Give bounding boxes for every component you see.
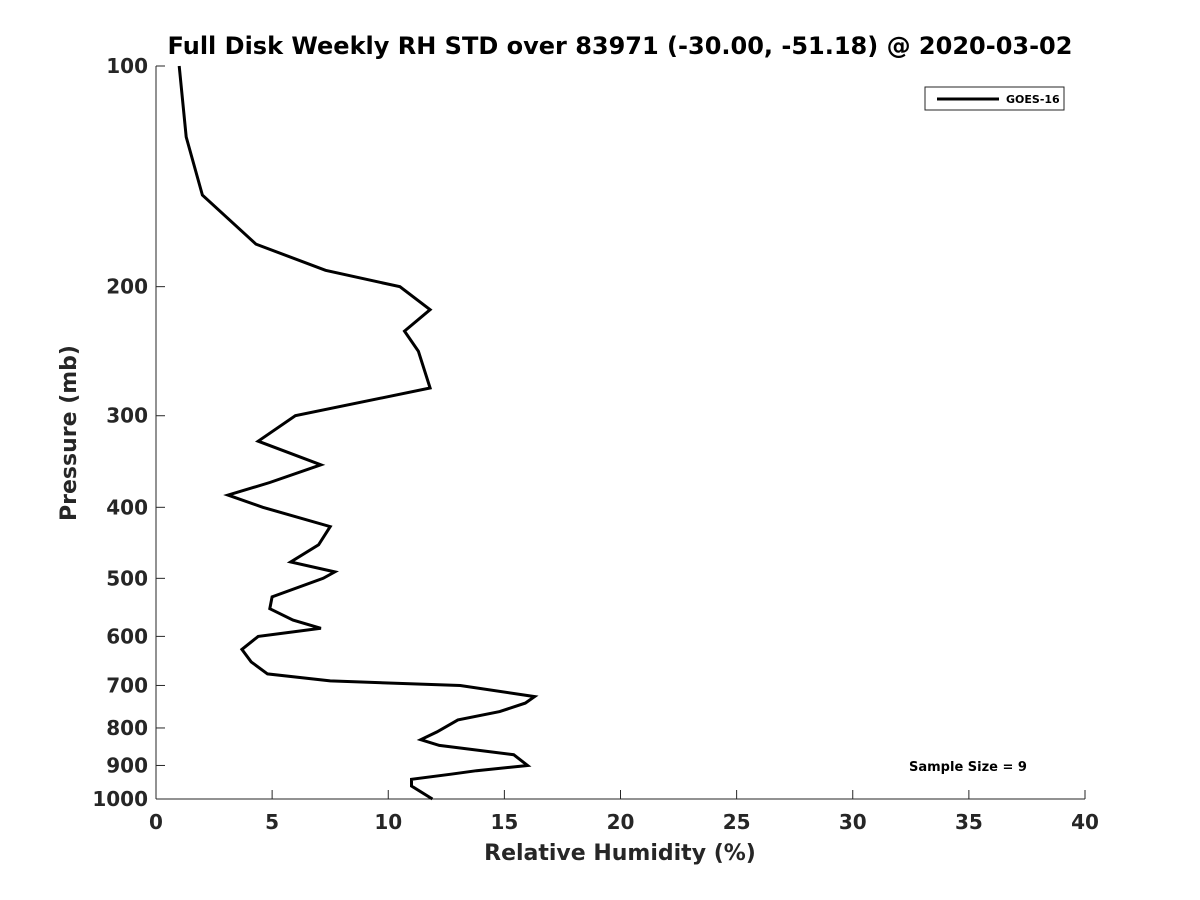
- x-tick-label: 0: [149, 810, 163, 834]
- series-layer: [177, 65, 539, 801]
- plot-axes: 0 5 10 15 20 25 30 35 40 100 200 300 400 500 600 700 80…: [92, 54, 1099, 834]
- y-axis-ticks: 100 200 300 400 500 600 700 800 900 1000: [92, 54, 165, 811]
- y-tick-label: 200: [106, 275, 148, 299]
- y-tick-label: 700: [106, 673, 148, 697]
- x-axis-label: Relative Humidity (%): [484, 841, 756, 866]
- y-tick-label: 1000: [92, 787, 148, 811]
- chart-title: Full Disk Weekly RH STD over 83971 (-30.…: [168, 32, 1073, 60]
- x-tick-label: 40: [1071, 810, 1099, 834]
- y-tick-label: 300: [106, 404, 148, 428]
- y-tick-label: 500: [106, 566, 148, 590]
- legend: GOES-16: [924, 86, 1065, 111]
- x-axis-ticks: 0 5 10 15 20 25 30 35 40: [149, 790, 1099, 834]
- series-line-goes-16: [177, 65, 539, 801]
- x-tick-label: 10: [374, 810, 402, 834]
- x-tick-label: 30: [839, 810, 867, 834]
- x-tick-label: 20: [607, 810, 635, 834]
- y-axis-label: Pressure (mb): [57, 345, 82, 521]
- y-tick-label: 800: [106, 716, 148, 740]
- sample-size-annotation: Sample Size = 9: [909, 760, 1027, 775]
- x-tick-label: 35: [955, 810, 983, 834]
- legend-entry-goes-16: GOES-16: [1006, 93, 1060, 106]
- x-tick-label: 5: [265, 810, 279, 834]
- x-tick-label: 25: [723, 810, 751, 834]
- y-tick-label: 100: [106, 54, 148, 78]
- y-tick-label: 400: [106, 495, 148, 519]
- x-tick-label: 15: [490, 810, 518, 834]
- y-tick-label: 600: [106, 624, 148, 648]
- y-tick-label: 900: [106, 753, 148, 777]
